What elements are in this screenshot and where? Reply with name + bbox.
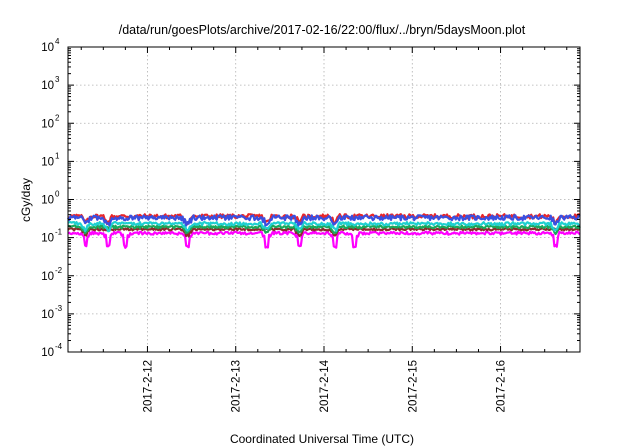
y-tick-base: 10 — [41, 347, 54, 359]
y-tick-base: 10 — [41, 42, 54, 54]
y-tick-exponent: -4 — [55, 342, 63, 351]
x-tick-label: 2017-2-12 — [142, 360, 154, 412]
x-axis-label: Coordinated Universal Time (UTC) — [230, 432, 414, 446]
y-tick-exponent: 1 — [55, 151, 60, 160]
y-tick-exponent: -1 — [55, 228, 63, 237]
y-tick-exponent: 4 — [55, 37, 60, 46]
y-tick-label: 10-3 — [41, 304, 62, 321]
y-tick-label: 10-2 — [41, 266, 62, 283]
y-tick-label: 103 — [41, 75, 60, 92]
x-tick-label: 2017-2-13 — [231, 360, 243, 412]
series-line — [67, 227, 581, 238]
y-tick-base: 10 — [41, 195, 54, 207]
y-tick-label: 10-4 — [41, 342, 62, 359]
x-tick-label: 2017-2-14 — [319, 359, 331, 412]
y-tick-label: 104 — [41, 37, 60, 54]
y-tick-base: 10 — [41, 233, 54, 245]
series-line — [67, 224, 581, 236]
y-tick-exponent: 3 — [55, 75, 60, 84]
x-tick-label: 2017-2-15 — [407, 360, 419, 412]
series-line — [67, 230, 581, 249]
x-axis: 2017-2-12 2017-2-13 2017-2-14 2017-2-15 2017… — [80, 47, 568, 412]
y-tick-exponent: -3 — [55, 304, 63, 313]
y-tick-base: 10 — [41, 271, 54, 283]
y-tick-base: 10 — [41, 80, 54, 92]
y-tick-exponent: 0 — [55, 190, 60, 199]
y-tick-exponent: 2 — [55, 113, 60, 122]
x-tick-label: 2017-2-16 — [496, 360, 508, 412]
y-tick-base: 10 — [41, 309, 54, 321]
y-tick-label: 102 — [41, 113, 60, 130]
y-axis-label: cGy/day — [19, 178, 33, 222]
y-tick-base: 10 — [41, 118, 54, 130]
y-tick-base: 10 — [41, 156, 54, 168]
series-layer — [67, 213, 581, 249]
series-line — [67, 221, 580, 233]
y-tick-label: 100 — [41, 190, 60, 207]
y-tick-exponent: -2 — [55, 266, 63, 275]
grid — [68, 47, 580, 352]
y-tick-label: 10-1 — [41, 228, 62, 245]
chart-title: /data/run/goesPlots/archive/2017-02-16/2… — [119, 23, 526, 37]
y-tick-label: 101 — [41, 151, 60, 168]
series-line — [67, 214, 581, 227]
